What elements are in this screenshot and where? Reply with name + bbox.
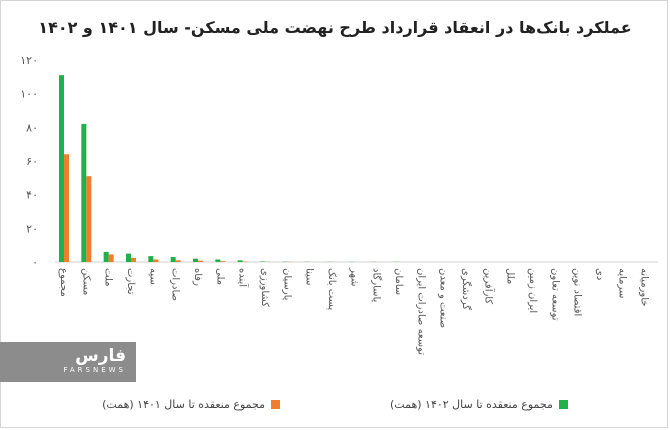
- y-tick-label: ۶۰: [26, 155, 38, 168]
- y-tick-label: ۰: [32, 256, 38, 269]
- category-label: کشاورزی: [259, 268, 270, 307]
- category-label: سینا: [304, 268, 315, 285]
- category-label: خاورمیانه: [639, 268, 650, 306]
- y-tick-label: ۸۰: [26, 121, 38, 134]
- bar-1401: [86, 176, 92, 262]
- category-label: توسعه صادرات ایران: [415, 268, 426, 355]
- legend-swatch-1401: [271, 400, 280, 409]
- category-label: سرمایه: [616, 268, 627, 298]
- category-label: توسعه تعاون: [549, 268, 560, 321]
- category-label: سامان: [393, 268, 404, 295]
- bar-1402: [193, 258, 198, 262]
- category-label: مسکن: [80, 268, 91, 295]
- category-label: ملت: [103, 268, 114, 287]
- y-tick-label: ۱۲۰: [20, 54, 38, 67]
- category-label: کارآفرین: [482, 268, 495, 304]
- bar-1402: [215, 259, 221, 262]
- bar-1402: [103, 251, 109, 262]
- y-tick-label: ۱۰۰: [20, 88, 38, 101]
- legend-item-1401: مجموع منعقده تا سال ۱۴۰۱ (همت): [102, 398, 280, 411]
- category-label: پارسیان: [281, 268, 292, 301]
- bar-1401: [198, 260, 203, 262]
- logo-sub-text: FARSNEWS: [63, 366, 126, 374]
- category-label: اقتصاد نوین: [572, 268, 583, 316]
- legend-label-1402: مجموع منعقده تا سال ۱۴۰۲ (همت): [390, 398, 553, 411]
- legend-label-1401: مجموع منعقده تا سال ۱۴۰۱ (همت): [102, 398, 265, 411]
- category-label: صادرات: [170, 268, 181, 301]
- category-label: مجموع: [58, 268, 69, 297]
- category-label: صنعت و معدن: [438, 268, 449, 328]
- bar-1401: [242, 261, 248, 262]
- bar-1402: [170, 256, 176, 262]
- category-label: دی: [594, 268, 605, 280]
- bar-1401: [220, 261, 226, 262]
- category-label: شهر: [348, 267, 359, 287]
- bar-1402: [260, 261, 265, 262]
- chart-legend: مجموع منعقده تا سال ۱۴۰۲ (همت) مجموع منع…: [0, 398, 670, 411]
- legend-swatch-1402: [558, 400, 568, 409]
- bar-1401: [153, 259, 159, 262]
- chart-title: عملکرد بانک‌ها در انعقاد قرارداد طرح نهض…: [38, 18, 632, 37]
- farsnews-logo: فارس FARSNEWS: [0, 342, 136, 382]
- category-label: پست بانک: [326, 268, 337, 310]
- bar-1401: [175, 260, 181, 262]
- category-label: ایران زمین: [527, 268, 538, 313]
- category-label: تجارت: [125, 268, 136, 295]
- y-tick-label: ۴۰: [26, 189, 38, 202]
- bar-1401: [131, 257, 136, 262]
- category-label: گردشگری: [460, 268, 472, 310]
- y-tick-label: ۲۰: [26, 222, 38, 235]
- category-label: آینده: [237, 268, 250, 288]
- bar-1402: [59, 75, 64, 263]
- bar-1401: [108, 254, 114, 262]
- logo-brand-text: فارس: [75, 346, 126, 366]
- bar-1402: [81, 123, 87, 262]
- bar-1401: [64, 154, 69, 262]
- category-label: ملی: [214, 268, 225, 285]
- legend-item-1402: مجموع منعقده تا سال ۱۴۰۲ (همت): [390, 398, 568, 411]
- bar-1402: [126, 253, 131, 262]
- category-label: سپه: [147, 268, 158, 285]
- category-label: پاسارگاد: [371, 268, 383, 303]
- bar-1402: [148, 256, 154, 262]
- category-label: ملل: [505, 268, 516, 284]
- bar-1402: [237, 260, 243, 262]
- category-label: رفاه: [192, 268, 203, 286]
